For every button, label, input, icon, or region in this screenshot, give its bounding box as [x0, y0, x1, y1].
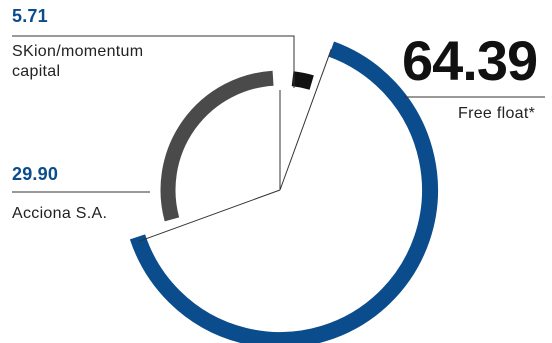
free-float-value: 64.39 — [402, 29, 538, 92]
skion-arc — [291, 71, 314, 90]
skion-label-line1: SKion/momentum — [12, 43, 144, 60]
acciona-value: 29.90 — [12, 164, 59, 184]
skion-label-line2: capital — [12, 63, 61, 80]
free-float-label: Free float* — [458, 105, 536, 122]
acciona-separator — [138, 189, 281, 242]
free-float-separator — [279, 48, 332, 191]
skion-leader — [12, 35, 295, 88]
skion-value: 5.71 — [12, 6, 48, 26]
free-float-arc — [129, 41, 438, 343]
acciona-arc — [160, 70, 274, 222]
acciona-label: Acciona S.A. — [12, 205, 108, 222]
